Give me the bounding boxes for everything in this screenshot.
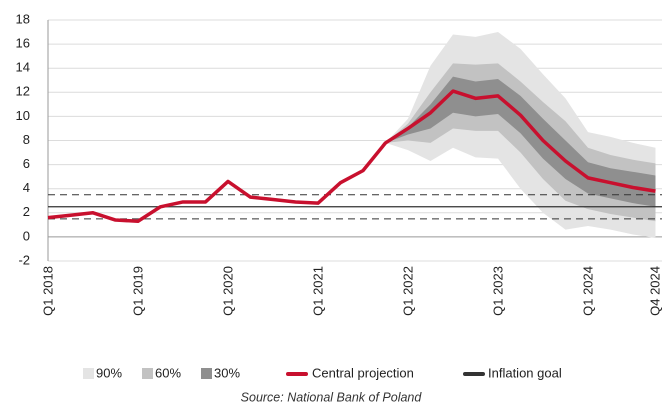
y-tick-label: 2 <box>23 204 30 219</box>
legend-label: Central projection <box>312 365 414 380</box>
legend-label: Inflation goal <box>488 365 562 380</box>
x-tick-label: Q1 2024 <box>580 266 595 316</box>
legend-swatch <box>201 368 212 379</box>
source: Source: National Bank of Poland <box>241 390 423 404</box>
legend-label: 30% <box>214 365 240 380</box>
legend-swatch <box>142 368 153 379</box>
y-tick-label: 18 <box>16 11 30 26</box>
y-tick-label: 14 <box>16 60 30 75</box>
legend-label: 60% <box>155 365 181 380</box>
x-tick-label: Q1 2020 <box>220 266 235 316</box>
x-tick-label: Q1 2019 <box>130 266 145 316</box>
x-tick-label: Q1 2022 <box>400 266 415 316</box>
y-tick-label: -2 <box>18 252 30 267</box>
fan-band <box>385 76 656 207</box>
legend-swatch <box>83 368 94 379</box>
y-tick-label: 12 <box>16 84 30 99</box>
x-tick-label: Q1 2018 <box>40 266 55 316</box>
legend-label: 90% <box>96 365 122 380</box>
y-tick-label: 10 <box>16 108 30 123</box>
central-line <box>47 89 656 223</box>
y-tick-label: 16 <box>16 36 30 51</box>
y-tick-label: 8 <box>23 132 30 147</box>
x-tick-label: Q1 2021 <box>310 266 325 316</box>
x-tick-label: Q1 2023 <box>490 266 505 316</box>
y-tick-label: 6 <box>23 156 30 171</box>
y-tick-label: 4 <box>23 180 30 195</box>
y-tick-label: 0 <box>23 228 30 243</box>
x-tick-label: Q4 2024 <box>647 266 662 316</box>
